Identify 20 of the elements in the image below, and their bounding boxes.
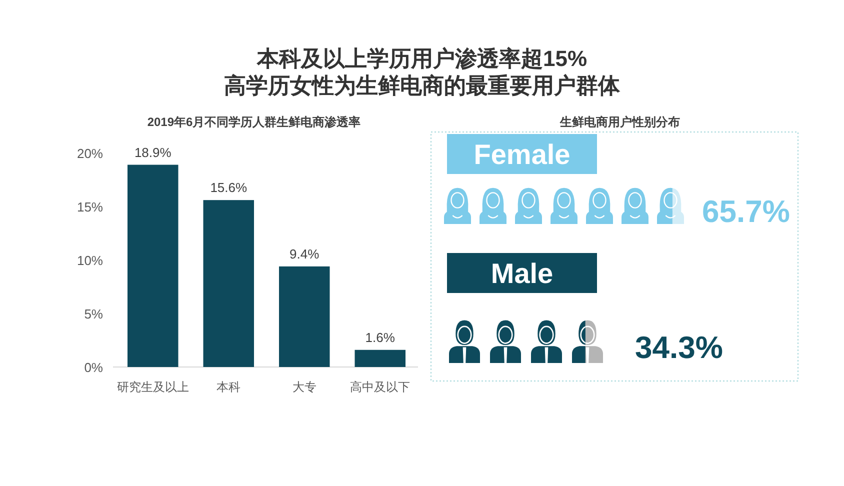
data-label: 9.4% (290, 246, 320, 262)
data-label: 1.6% (365, 330, 396, 345)
data-label: 65.7% (702, 194, 790, 229)
x-tick-label: 大专 (292, 380, 316, 394)
y-tick-label: 5% (84, 306, 104, 322)
data-label: 34.3% (635, 330, 723, 365)
category-label: Female (474, 139, 570, 170)
x-tick-label: 研究生及以上 (116, 380, 189, 394)
chart-title: 本科及以上学历用户渗透率超15% 高学历女性为生鲜电商的最重要用户群体 (224, 46, 621, 98)
x-tick-label: 本科 (216, 380, 241, 394)
category-label: Male (490, 258, 554, 289)
y-tick-label: 20% (76, 146, 104, 161)
data-label: 15.6% (210, 180, 248, 196)
x-tick-label: 高中及以下 (350, 380, 410, 394)
y-tick-label: 15% (76, 200, 104, 214)
y-tick-label: 10% (76, 253, 104, 268)
y-tick-label: 0% (84, 360, 104, 375)
chart-subtitle: 2019年6月不同学历人群生鲜电商渗透率 (147, 115, 361, 129)
text: 生鲜电商用户性别分布 (559, 115, 680, 129)
data-label: 18.9% (134, 144, 172, 160)
